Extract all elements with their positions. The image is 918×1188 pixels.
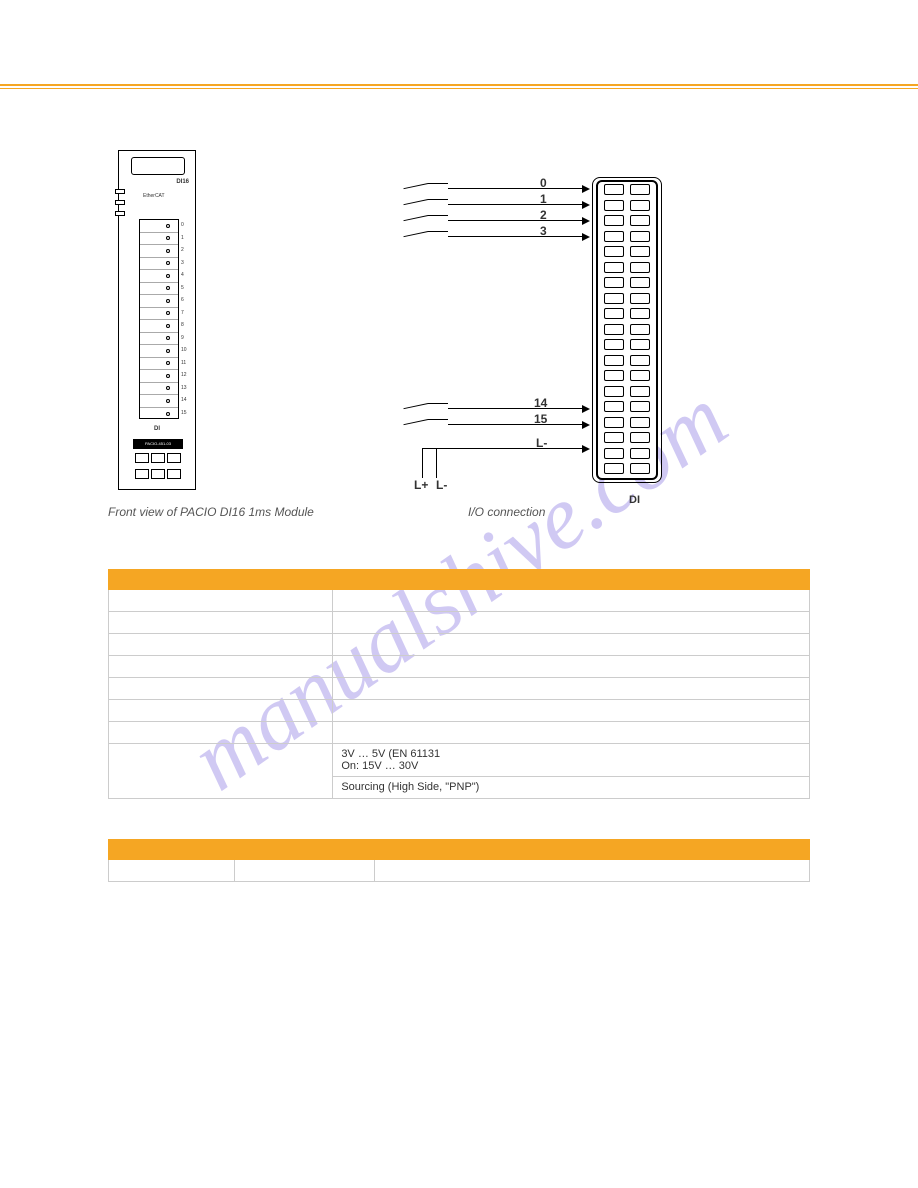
label-lminus-bottom: L- <box>436 478 447 492</box>
pin-label-2: 2 <box>540 208 547 222</box>
pin-label-lminus: L- <box>536 436 547 450</box>
module-part-number: PACIO-451-03 <box>133 439 183 449</box>
caption-front-view: Front view of PACIO DI16 1ms Module <box>108 505 468 519</box>
spec-row-label <box>109 590 333 612</box>
spec-row-value <box>333 590 810 612</box>
firmware-table <box>108 839 810 882</box>
firmware-cell <box>109 860 235 882</box>
pin-label-14: 14 <box>534 396 547 410</box>
channel-numbers: 0 1 2 3 4 5 6 7 8 9 10 11 12 13 14 15 <box>181 219 187 419</box>
pin-label-15: 15 <box>534 412 547 426</box>
pin-label-0: 0 <box>540 176 547 190</box>
pin-label-1: 1 <box>540 192 547 206</box>
module-bus-label: EtherCAT <box>143 193 165 199</box>
label-lplus: L+ <box>414 478 428 492</box>
spec-table: 3V … 5V (EN 61131 On: 15V … 30V Sourcing… <box>108 569 810 799</box>
module-front-view: DI16 EtherCAT <box>108 150 198 490</box>
pin-label-3: 3 <box>540 224 547 238</box>
caption-io-connection: I/O connection <box>468 505 545 519</box>
terminal-strip <box>139 219 179 419</box>
io-di-label: DI <box>629 494 640 506</box>
module-label-di16: DI16 <box>176 179 189 185</box>
module-di-label: DI <box>119 426 195 432</box>
io-connection-diagram: 0 1 2 3 14 15 L- L+ L- DI <box>398 180 718 490</box>
